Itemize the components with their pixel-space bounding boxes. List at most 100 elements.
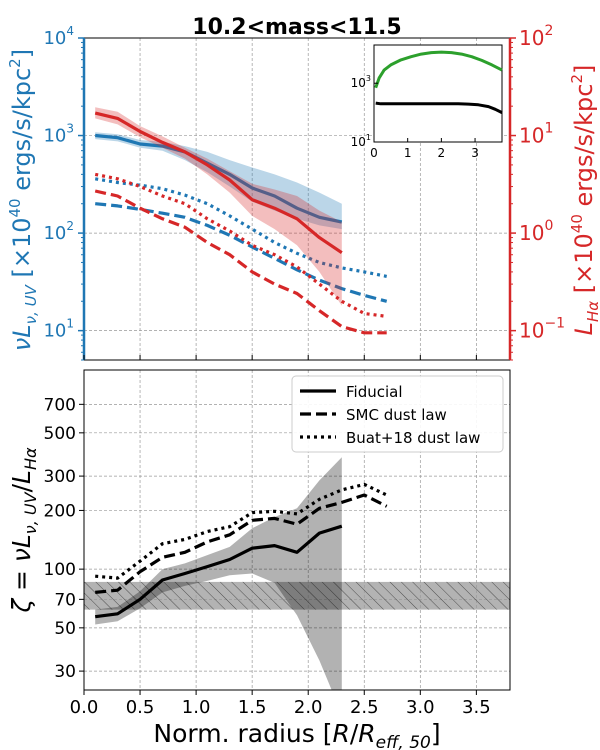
top-panel: 10110210310410−110010110210.2<mass<11.5ν… <box>6 15 600 361</box>
y-tick-label: 50 <box>54 619 76 639</box>
lbl-part: ] <box>8 49 36 58</box>
lbl-sub: ν, UV <box>22 283 40 324</box>
lbl-part: R <box>332 719 349 748</box>
x-tick-label: 1.0 <box>182 697 211 718</box>
lbl-part: / <box>7 483 36 492</box>
bottom-data <box>94 457 388 690</box>
y-tick-label: 500 <box>44 424 76 444</box>
lbl-part: Norm. radius [ <box>153 719 332 748</box>
lbl-part: [×10 <box>570 233 598 301</box>
top-line-ha-dashed <box>94 189 387 335</box>
top-band-uv <box>95 132 342 230</box>
tick-exp: −1 <box>544 316 565 332</box>
inset-xtick-label: 0 <box>370 146 378 160</box>
bottom-frame <box>83 369 511 691</box>
legend: Fiducial SMC dust law Buat+18 dust law <box>291 375 504 453</box>
x-tick-label: 2.0 <box>294 697 323 718</box>
top-line-uv-solid <box>95 133 343 224</box>
tick-base: 10 <box>43 28 66 49</box>
right-tick-label: 101 <box>519 121 553 148</box>
x-tick-label: 3.5 <box>462 697 491 718</box>
left-tick-label: 104 <box>43 24 74 49</box>
lbl-part: ergs/s/kpc <box>570 84 598 215</box>
y-tick-label: 300 <box>44 467 76 487</box>
y-axis-label: ζ = νLν, UV/LHα <box>7 447 40 614</box>
tick-base: 10 <box>519 26 544 50</box>
bottom-line-solid <box>94 524 343 619</box>
right-tick-label: 100 <box>519 218 553 245</box>
legend-box <box>291 375 504 453</box>
top-line-uv-dotted <box>94 177 388 278</box>
lbl-part: [×10 <box>8 218 36 286</box>
lbl-part: L <box>8 324 36 337</box>
lbl-sup: 2 <box>568 74 586 84</box>
lbl-part: R <box>358 719 375 748</box>
bottom-line-dashed <box>95 493 388 594</box>
tick-base: 10 <box>43 321 66 342</box>
x-tick-label: 0.5 <box>126 697 155 718</box>
tick-exp: 1 <box>66 317 74 331</box>
tick-exp: 2 <box>66 219 74 233</box>
left-axis-label: νLν, UV [×1040 ergs/s/kpc2] <box>6 49 40 351</box>
lbl-sup: 2 <box>6 58 24 68</box>
tick-base: 10 <box>43 223 66 244</box>
right-axis-label: LHα [×1040 ergs/s/kpc2] <box>568 65 600 336</box>
lbl-sup: 40 <box>6 198 24 217</box>
x-tick-label: 2.5 <box>350 697 379 718</box>
tick-exp: 1 <box>544 121 553 137</box>
top-line-ha-dotted <box>94 172 387 318</box>
y-tick-label: 30 <box>54 662 76 682</box>
lbl-part: / <box>350 719 359 748</box>
tick-exp: 2 <box>544 23 553 39</box>
tick-base: 10 <box>519 319 544 343</box>
left-tick-label: 101 <box>43 317 74 342</box>
tick-exp: 3 <box>366 74 371 83</box>
bottom-band <box>95 457 342 690</box>
lbl-sup: 40 <box>568 214 586 233</box>
inset-xtick-label: 3 <box>471 146 479 160</box>
inset-line-green <box>374 50 503 89</box>
x-axis-label: Norm. radius [R/Reff, 50] <box>153 719 440 750</box>
top-line-uv-dashed <box>95 202 388 303</box>
inset-xtick-label: 2 <box>438 146 446 160</box>
lbl-sub: eff, 50 <box>376 733 431 750</box>
lbl-part: ζ = ν <box>7 548 36 613</box>
x-tick-label: 1.5 <box>238 697 267 718</box>
lbl-part: ergs/s/kpc <box>8 68 36 199</box>
x-tick-label: 0.0 <box>70 697 99 718</box>
tick-exp: 1 <box>366 133 371 142</box>
top-line-ha-solid <box>94 111 343 255</box>
inset-ytick-label: 101 <box>351 133 371 149</box>
inset-xtick-label: 1 <box>404 146 412 160</box>
tick-base: 10 <box>351 76 366 90</box>
tick-exp: 3 <box>66 122 74 136</box>
x-tick-label: 3.0 <box>406 697 435 718</box>
y-tick-label: 70 <box>54 590 76 610</box>
legend-label: Fiducial <box>346 383 403 401</box>
legend-label: Buat+18 dust law <box>346 429 480 447</box>
y-tick-label: 100 <box>44 560 76 580</box>
tick-exp: 4 <box>66 24 74 38</box>
tick-exp: 0 <box>544 218 553 234</box>
bottom-panel: 0.0 0.5 1.0 1.5 2.0 2.5 3.0 3.5 30 50 70 100 200 300 5… <box>7 369 511 750</box>
right-tick-label: 102 <box>519 23 553 50</box>
lbl-sub: ν, UV <box>21 491 40 534</box>
lbl-part: L <box>570 322 598 335</box>
tick-base: 10 <box>43 126 66 147</box>
inset-line-black <box>375 101 503 114</box>
lbl-sub: Hα <box>584 301 600 322</box>
y-tick-label: 200 <box>44 501 76 521</box>
bottom-line-dotted <box>95 482 388 580</box>
top-band-ha <box>95 107 342 306</box>
tick-base: 10 <box>519 124 544 148</box>
left-tick-label: 102 <box>43 219 74 244</box>
inset-ytick-label: 103 <box>351 74 371 90</box>
lbl-part: L <box>7 470 36 484</box>
tick-base: 10 <box>351 135 366 149</box>
y-tick-label: 700 <box>44 395 76 415</box>
left-tick-label: 103 <box>43 122 74 147</box>
tick-base: 10 <box>519 221 544 245</box>
chart-title: 10.2<mass<11.5 <box>192 15 401 40</box>
